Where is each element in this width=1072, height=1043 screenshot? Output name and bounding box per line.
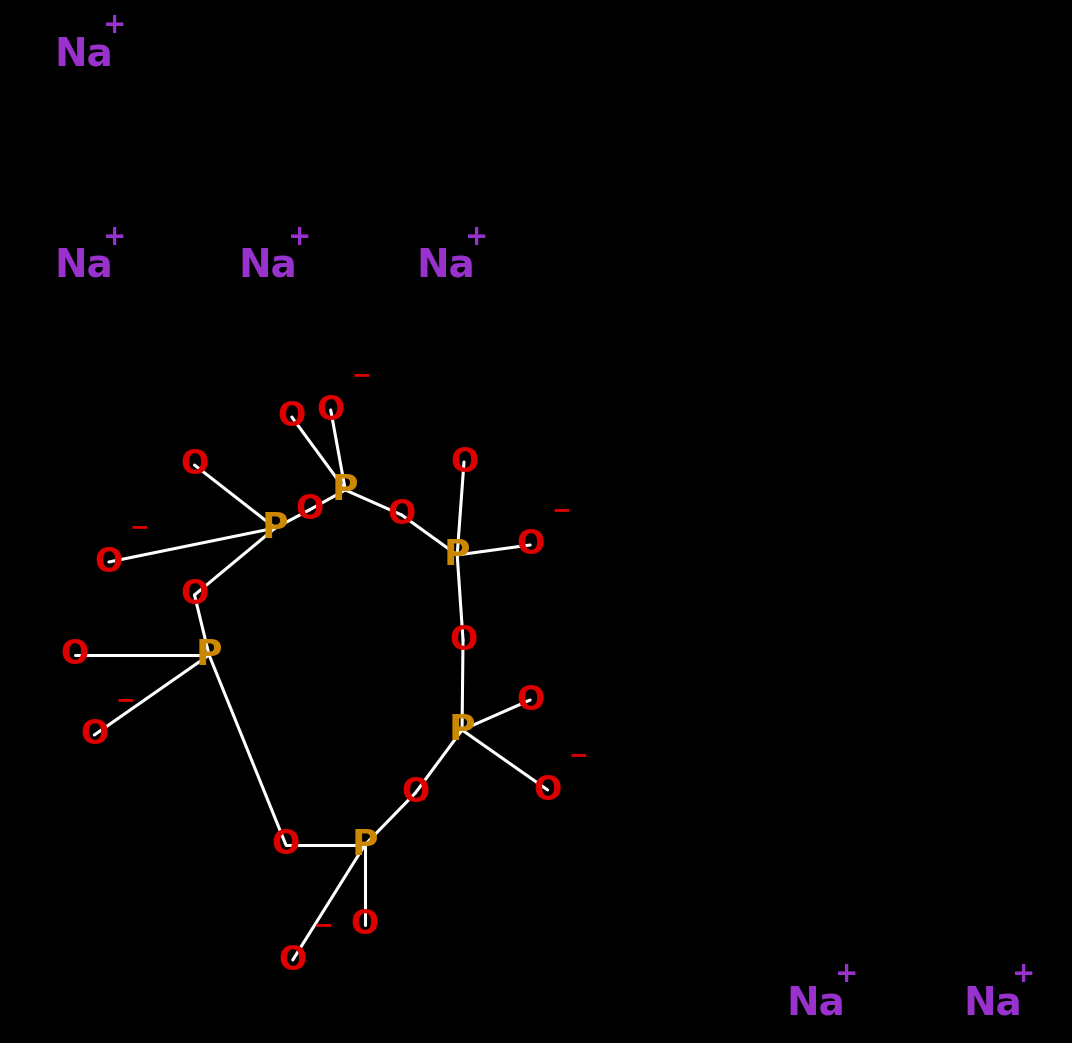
Text: O: O <box>516 529 545 561</box>
Text: Na: Na <box>787 985 845 1022</box>
Text: O: O <box>534 774 562 806</box>
Text: O: O <box>401 776 430 809</box>
Text: O: O <box>388 499 416 532</box>
Text: +: + <box>287 223 311 250</box>
Text: Na: Na <box>964 985 1023 1022</box>
Text: −: − <box>551 499 570 523</box>
Text: O: O <box>316 393 345 427</box>
Text: −: − <box>115 688 135 712</box>
Text: O: O <box>94 545 123 579</box>
Text: O: O <box>295 493 324 527</box>
Text: P: P <box>196 638 222 672</box>
Text: +: + <box>1012 961 1036 988</box>
Text: −: − <box>568 743 589 767</box>
Text: Na: Na <box>239 247 298 285</box>
Text: O: O <box>450 445 478 479</box>
Text: −: − <box>130 515 149 539</box>
Text: O: O <box>449 624 477 656</box>
Text: +: + <box>465 223 488 250</box>
Text: Na: Na <box>54 35 113 73</box>
Text: P: P <box>262 511 288 545</box>
Text: +: + <box>835 961 859 988</box>
Text: −: − <box>314 913 333 937</box>
Text: O: O <box>180 579 209 611</box>
Text: −: − <box>352 363 371 387</box>
Text: O: O <box>61 638 89 672</box>
Text: P: P <box>449 713 475 747</box>
Text: O: O <box>272 828 300 862</box>
Text: P: P <box>332 472 358 507</box>
Text: P: P <box>444 538 471 572</box>
Text: +: + <box>103 223 126 250</box>
Text: O: O <box>516 683 545 717</box>
Text: Na: Na <box>416 247 475 285</box>
Text: O: O <box>80 719 108 752</box>
Text: O: O <box>351 908 378 942</box>
Text: Na: Na <box>54 247 113 285</box>
Text: O: O <box>279 944 307 976</box>
Text: O: O <box>180 448 209 482</box>
Text: O: O <box>278 401 306 434</box>
Text: +: + <box>103 11 126 39</box>
Text: P: P <box>352 828 378 862</box>
